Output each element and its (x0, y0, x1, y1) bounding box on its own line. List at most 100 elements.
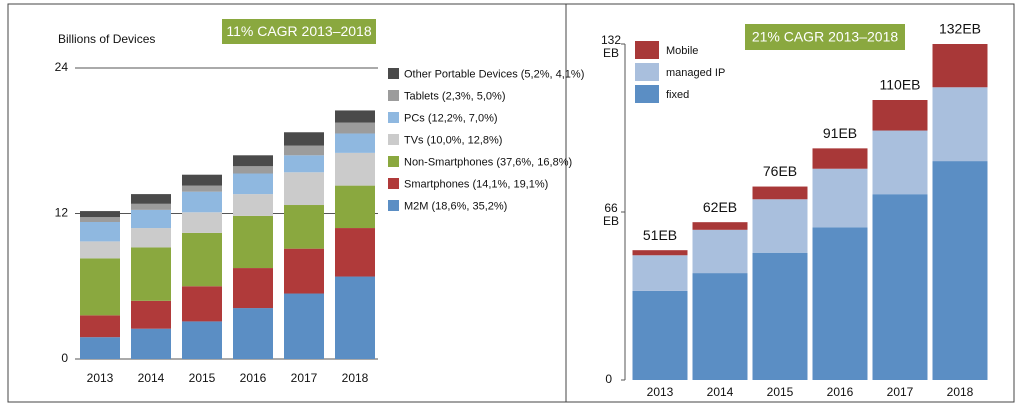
annotation-box (745, 24, 905, 50)
bar-segment (752, 252, 808, 380)
bar-segment (182, 212, 222, 233)
y-tick-label: 0 (61, 351, 68, 365)
legend-swatch (388, 178, 399, 189)
legend-swatch (388, 200, 399, 211)
bar-segment (131, 328, 171, 359)
bar-segment (812, 227, 868, 380)
bar-segment (182, 286, 222, 322)
bar-segment (131, 203, 171, 210)
bar-segment (284, 172, 324, 206)
legend-label: M2M (18,6%, 35,2%) (404, 200, 507, 212)
bar-segment (335, 122, 375, 134)
y-tick-label: 12 (55, 206, 69, 220)
bar-segment (284, 293, 324, 359)
bar-segment (932, 87, 988, 162)
y-tick-label: 24 (55, 60, 69, 74)
bar-segment (335, 228, 375, 277)
x-tick-label: 2018 (947, 385, 974, 399)
bar-segment (182, 321, 222, 359)
bar-segment (872, 194, 928, 380)
y-tick-label: 132 EB (600, 33, 622, 60)
legend-label: Smartphones (14,1%, 19,1%) (404, 178, 548, 190)
bar-segment (692, 273, 748, 380)
bar-segment (131, 194, 171, 204)
legend-label: Tablets (2,3%, 5,0%) (404, 90, 506, 102)
total-label: 132EB (939, 21, 981, 37)
legend-label: Non-Smartphones (37,6%, 16,8%) (404, 156, 572, 168)
bar-segment (284, 248, 324, 294)
total-label: 62EB (703, 199, 737, 215)
bar-segment (233, 215, 273, 269)
bar-segment (233, 166, 273, 174)
bar-segment (872, 100, 928, 131)
bar-segment (632, 250, 688, 256)
bar-segment (233, 308, 273, 359)
y-tick-label: 66 EB (602, 201, 619, 228)
bar-segment (131, 228, 171, 248)
bar-segment (80, 258, 120, 316)
bar-segment (335, 276, 375, 359)
y-tick-label: 0 (605, 372, 612, 386)
total-label: 110EB (880, 77, 921, 93)
x-tick-label: 2016 (827, 385, 854, 399)
bar-segment (284, 145, 324, 156)
legend-swatch (635, 63, 659, 81)
bar-segment (182, 174, 222, 186)
bar-segment (335, 110, 375, 123)
x-tick-label: 2016 (240, 371, 267, 385)
bar-segment (812, 168, 868, 228)
legend-swatch (635, 85, 659, 103)
y-axis-label: Billions of Devices (58, 32, 155, 46)
x-tick-label: 2017 (887, 385, 914, 399)
bar-segment (284, 132, 324, 146)
total-label: 76EB (763, 163, 797, 179)
x-tick-label: 2015 (189, 371, 216, 385)
frame (7, 3, 1015, 403)
bar-segment (692, 222, 748, 230)
legend-label: TVs (10,0%, 12,8%) (404, 134, 502, 146)
legend-label: managed IP (666, 67, 725, 79)
legend-label: Other Portable Devices (5,2%, 4,1%) (404, 68, 584, 80)
bar-segment (80, 315, 120, 338)
bar-segment (131, 300, 171, 329)
total-label: 51EB (643, 227, 677, 243)
bar-segment (80, 217, 120, 222)
legend-swatch (388, 134, 399, 145)
annotation-box (222, 19, 376, 44)
bar-segment (80, 221, 120, 242)
bar-segment (284, 155, 324, 173)
bar-segment (233, 194, 273, 216)
legend-swatch (388, 156, 399, 167)
bar-segment (80, 241, 120, 259)
x-tick-label: 2014 (707, 385, 734, 399)
bar-segment (335, 152, 375, 186)
bar-segment (131, 209, 171, 229)
bar-segment (872, 130, 928, 195)
bar-segment (80, 337, 120, 359)
bar-segment (632, 290, 688, 380)
legend-swatch (635, 41, 659, 59)
x-tick-label: 2013 (87, 371, 114, 385)
total-label: 91EB (823, 125, 857, 141)
x-tick-label: 2017 (291, 371, 318, 385)
bar-segment (632, 255, 688, 291)
bar-segment (233, 155, 273, 167)
legend-label: fixed (666, 89, 689, 101)
bar-segment (752, 186, 808, 200)
bar-segment (812, 148, 868, 169)
bar-segment (182, 185, 222, 192)
bar-segment (233, 268, 273, 309)
legend-swatch (388, 90, 399, 101)
bar-segment (692, 229, 748, 274)
legend-label: Mobile (666, 45, 698, 57)
x-tick-label: 2018 (342, 371, 369, 385)
bar-segment (284, 205, 324, 249)
legend-swatch (388, 112, 399, 123)
bar-segment (80, 211, 120, 218)
annotation: 11% CAGR 2013–2018 (226, 23, 371, 39)
bar-segment (932, 161, 988, 380)
bar-segment (131, 247, 171, 301)
bar-segment (182, 191, 222, 213)
x-tick-label: 2015 (767, 385, 794, 399)
bar-segment (233, 173, 273, 195)
